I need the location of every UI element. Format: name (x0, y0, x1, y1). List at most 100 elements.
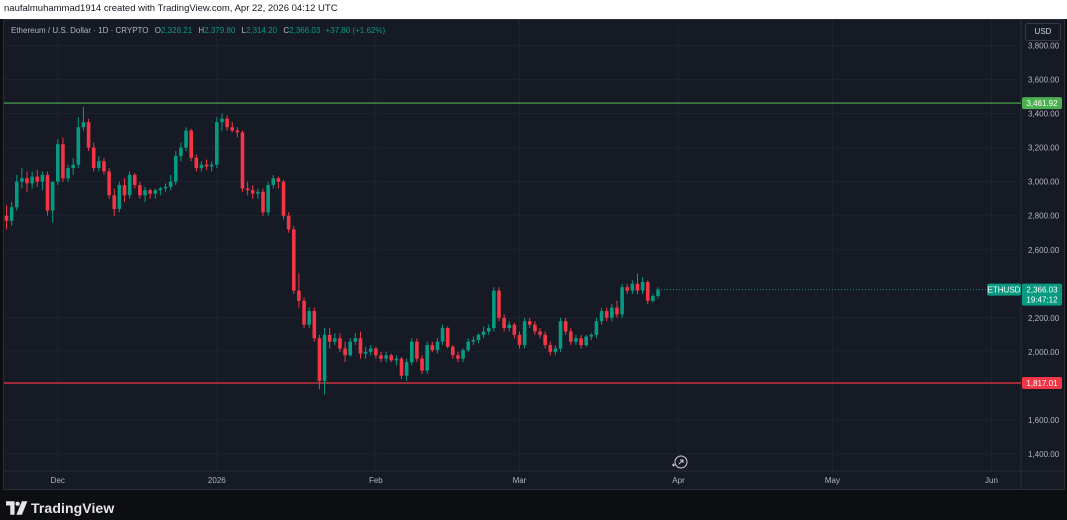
tradingview-logo[interactable]: TradingView (6, 499, 114, 517)
candle-body (9, 207, 14, 221)
y-tick-label: 3,400.00 (1028, 110, 1060, 119)
candle-up (158, 186, 163, 196)
chart-panel[interactable]: 1,400.00 1,600.00 2,000.00 2,200.00 2,600.00… (3, 19, 1065, 490)
candle-up (656, 287, 660, 299)
candle-body (420, 358, 424, 371)
candle-down (107, 168, 111, 199)
candle-up (492, 287, 496, 332)
candle-up (184, 127, 188, 152)
candle-body (230, 127, 235, 131)
candle-body (394, 358, 399, 361)
candle-body (476, 334, 481, 340)
candle-down (502, 314, 506, 332)
time-axis-layer: Dec2026FebMarAprMayJunJul (51, 476, 998, 485)
candle-down (276, 176, 281, 189)
candle-up (394, 355, 399, 366)
candle-up (199, 161, 204, 172)
last-price-label: 2,366.03 (1026, 286, 1058, 295)
candle-body (184, 130, 188, 148)
candle-up (9, 202, 14, 226)
candle-up (363, 346, 368, 359)
candle-body (409, 341, 414, 363)
candle-down (374, 346, 378, 359)
candle-up (471, 336, 476, 346)
candle-up (425, 341, 429, 374)
tradingview-logo-icon (6, 501, 28, 515)
close-value: 2,366.03 (289, 26, 321, 35)
candle-down (138, 181, 142, 199)
candle-body (610, 307, 614, 318)
candle-down (548, 341, 553, 356)
candle-body (651, 296, 655, 301)
y-tick-label: 1,400.00 (1028, 450, 1060, 459)
candle-up (558, 317, 563, 352)
candle-up (50, 181, 55, 223)
candle-up (440, 324, 445, 346)
candle-down (61, 137, 65, 182)
candle-body (132, 174, 137, 186)
candle-up (20, 168, 24, 189)
candle-down (122, 178, 127, 203)
y-tick-label: 1,600.00 (1028, 416, 1060, 425)
grid-layer (4, 20, 1064, 489)
candle-body (322, 334, 327, 381)
candle-body (117, 185, 122, 209)
candle-down (230, 122, 235, 133)
candle-down (297, 273, 301, 308)
candle-up (584, 334, 588, 347)
currency-button[interactable]: USD (1025, 23, 1061, 41)
symbol-legend: Ethereum / U.S. Dollar · 1D · CRYPTO O2,… (11, 26, 385, 35)
candle-body (348, 341, 353, 356)
symbol-tag-label: ETHUSD (988, 286, 1021, 295)
candle-body (327, 334, 332, 342)
candle-body (635, 283, 640, 291)
candle-up (30, 171, 34, 189)
candle-up (81, 106, 86, 131)
candle-body (497, 290, 501, 318)
candle-body (456, 355, 460, 359)
candle-body (343, 348, 347, 356)
y-tick-label: 3,600.00 (1028, 76, 1060, 85)
high-label: H (198, 26, 205, 35)
candle-up (66, 164, 70, 182)
candle-down (497, 287, 501, 322)
candle-down (291, 225, 296, 295)
close-label: C (283, 26, 290, 35)
candle-body (553, 348, 558, 352)
candle-up (271, 174, 276, 189)
candle-down (281, 179, 286, 220)
candle-body (276, 178, 281, 182)
x-tick-label: Jun (985, 476, 998, 485)
price-tag (1022, 377, 1062, 390)
candle-body (143, 190, 147, 196)
candle-up (476, 333, 481, 344)
candle-up (56, 139, 60, 186)
candle-down (512, 322, 517, 339)
candle-body (4, 215, 9, 221)
candle-body (640, 282, 645, 291)
candle-up (209, 161, 214, 172)
candle-body (569, 331, 573, 342)
candle-body (538, 331, 542, 335)
goto-realtime-icon[interactable] (672, 455, 688, 469)
y-tick-label: 2,000.00 (1028, 348, 1060, 357)
candle-body (604, 311, 609, 318)
candle-up (215, 117, 219, 169)
candle-up (553, 345, 558, 356)
x-tick-label: 2026 (208, 476, 226, 485)
candle-body (179, 147, 183, 157)
candle-down (250, 185, 255, 199)
candle-down (635, 273, 640, 295)
candle-up (610, 304, 614, 322)
candle-body (517, 334, 522, 346)
candle-up (594, 317, 599, 339)
candle-body (76, 127, 81, 165)
attribution-bar: naufalmuhammad1914 created with TradingV… (0, 0, 1067, 19)
candle-body (563, 321, 568, 332)
candle-body (574, 338, 578, 342)
candle-up (256, 188, 260, 199)
candle-body (245, 188, 250, 191)
open-label: O (154, 26, 161, 35)
price-chart[interactable]: 1,400.00 1,600.00 2,000.00 2,200.00 2,600.00… (4, 20, 1064, 489)
candle-down (543, 331, 547, 349)
